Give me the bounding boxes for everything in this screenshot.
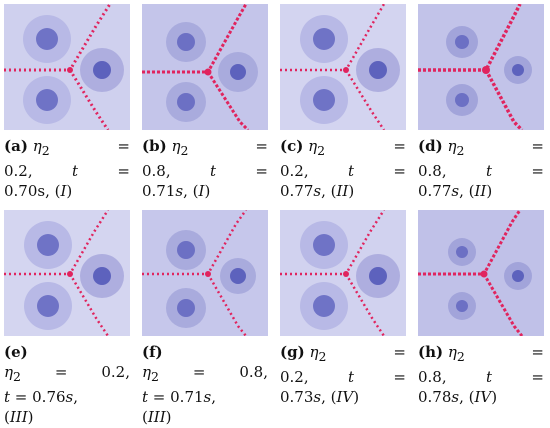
figure-panel-c: (c) η2 = 0.2, t = 0.77s, (II) <box>280 4 406 201</box>
caption-e: (e) η2 = 0.2, t = 0.76s, (III) <box>4 343 130 426</box>
fractal-image-g <box>280 210 406 336</box>
figure-panel-b: (b) η2 = 0.8, t = 0.71s, (I) <box>142 4 268 201</box>
caption-g: (g) η2 = 0.2, t = 0.73s, (IV) <box>280 343 406 406</box>
fractal-image-c <box>280 4 406 130</box>
caption-h: (h) η2 = 0.8, t = 0.78s, (IV) <box>418 343 544 406</box>
figure-panel-f: (f) η2 = 0.8, t = 0.71s, (III) <box>142 210 268 427</box>
fractal-image-e <box>4 210 130 336</box>
fractal-image-d <box>418 4 544 130</box>
fractal-image-b <box>142 4 268 130</box>
figure-panel-h: (h) η2 = 0.8, t = 0.78s, (IV) <box>418 210 544 407</box>
caption-b: (b) η2 = 0.8, t = 0.71s, (I) <box>142 137 268 200</box>
fractal-image-f <box>142 210 268 336</box>
figure-panel-g: (g) η2 = 0.2, t = 0.73s, (IV) <box>280 210 406 407</box>
figure-panel-d: (d) η2 = 0.8, t = 0.77s, (II) <box>418 4 544 201</box>
caption-f: (f) η2 = 0.8, t = 0.71s, (III) <box>142 343 268 426</box>
fractal-image-a <box>4 4 130 130</box>
figure-panel-e: (e) η2 = 0.2, t = 0.76s, (III) <box>4 210 130 427</box>
caption-a: (a) η2 = 0.2, t = 0.70s, (I) <box>4 137 130 200</box>
caption-c: (c) η2 = 0.2, t = 0.77s, (II) <box>280 137 406 200</box>
caption-d: (d) η2 = 0.8, t = 0.77s, (II) <box>418 137 544 200</box>
figure-panel-a: (a) η2 = 0.2, t = 0.70s, (I) <box>4 4 130 201</box>
fractal-image-h <box>418 210 544 336</box>
